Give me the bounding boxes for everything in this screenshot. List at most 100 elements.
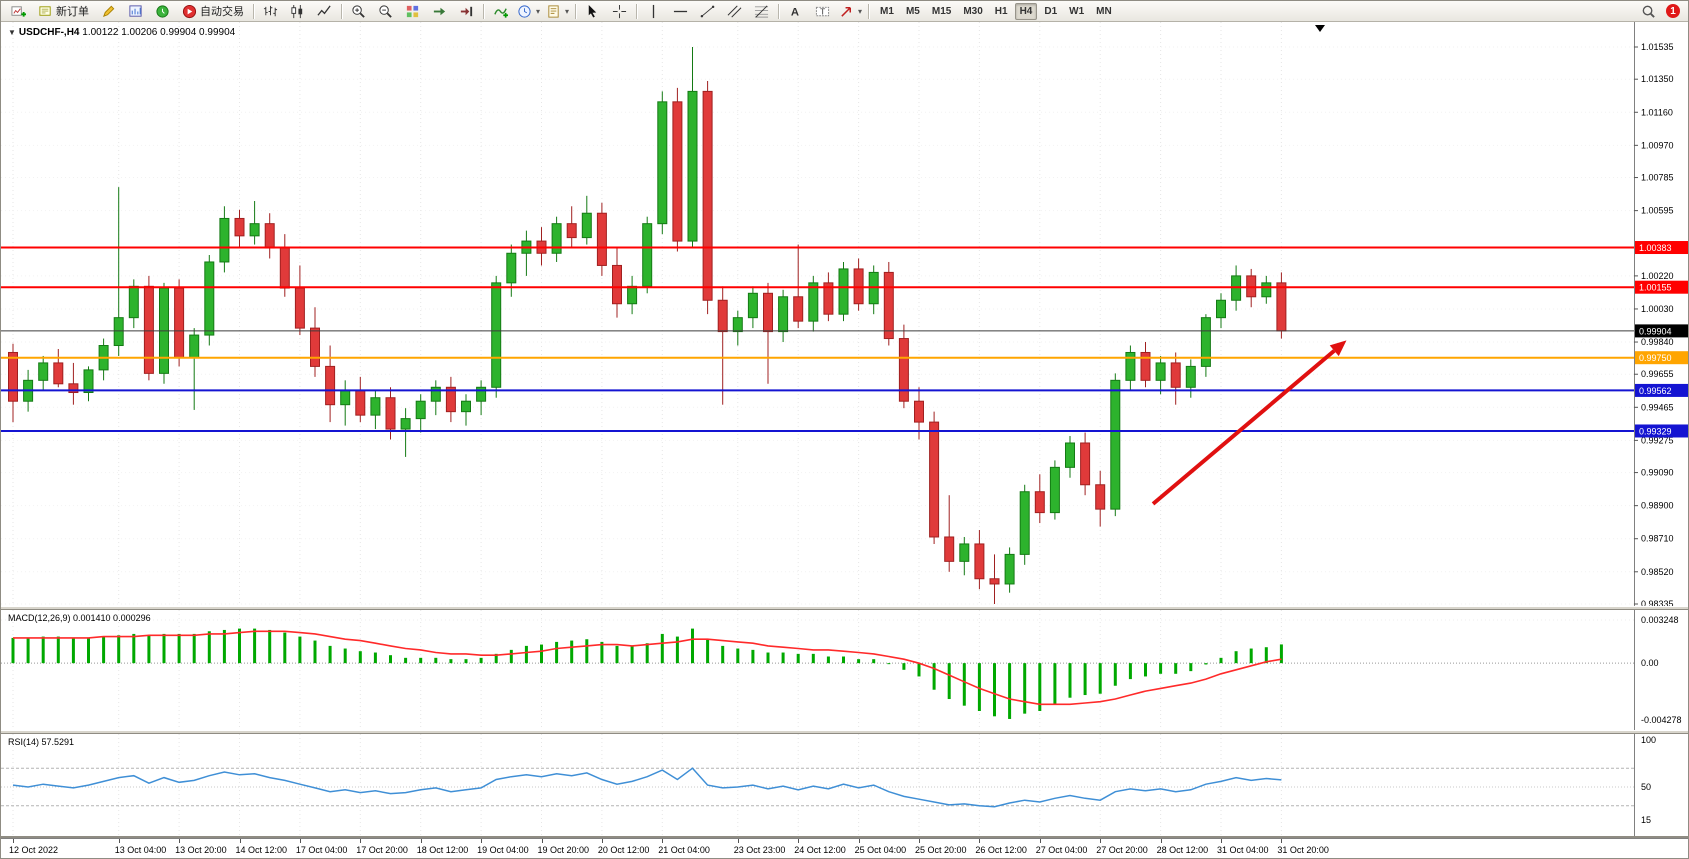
toolbar-separator — [253, 3, 254, 19]
timeframe-m30[interactable]: M30 — [963, 5, 983, 17]
text-label-icon: T — [815, 4, 830, 19]
time-axis-label: 13 Oct 04:00 — [114, 845, 167, 855]
autotrading-button[interactable]: 自动交易 — [176, 1, 250, 21]
macd-histogram-bar — [857, 659, 861, 664]
zoom-in-button[interactable] — [345, 1, 372, 21]
candle-body — [461, 400, 471, 413]
macd-histogram-bar — [222, 629, 226, 664]
periods-button[interactable]: ▾ — [514, 1, 543, 21]
market-watch-button[interactable] — [149, 1, 176, 21]
macd-pane[interactable]: 0.003248 0.00 -0.004278 — [1, 610, 1689, 730]
horizontal-level-line[interactable]: 1.00155 — [1, 280, 1689, 294]
vertical-line-button[interactable] — [640, 1, 667, 21]
timeframe-m15[interactable]: M15 — [931, 5, 952, 17]
horizontal-line-button[interactable] — [667, 1, 694, 21]
equidistant-channel-button[interactable] — [721, 1, 748, 21]
price-axis-label: 0.99655 — [1641, 369, 1674, 379]
timeframe-h4[interactable]: H4 — [1014, 2, 1038, 20]
macd-histogram-bar — [826, 656, 830, 664]
macd-histogram-bar — [434, 657, 438, 664]
time-axis-tick — [1160, 839, 1162, 843]
notification-badge[interactable]: 1 — [1666, 4, 1680, 18]
chart-profile-button[interactable] — [122, 1, 149, 21]
price-axis-label: 1.01350 — [1641, 74, 1674, 84]
horizontal-level-line[interactable]: 1.00383 — [1, 241, 1689, 255]
candlestick-chart-button[interactable] — [284, 1, 311, 21]
macd-histogram-bar — [1279, 644, 1283, 664]
candle — [415, 394, 426, 433]
timeframe-d1[interactable]: D1 — [1044, 5, 1058, 17]
metaeditor-button[interactable] — [95, 1, 122, 21]
candle — [1049, 460, 1060, 520]
crosshair-button[interactable] — [606, 1, 633, 21]
timeframe-h1[interactable]: H1 — [994, 5, 1008, 17]
candle-body — [1125, 351, 1136, 381]
arrows-button[interactable]: ▾ — [836, 1, 865, 21]
candle — [672, 87, 683, 252]
timeframe-m1[interactable]: M1 — [880, 5, 894, 17]
bar-chart-button[interactable] — [257, 1, 284, 21]
time-axis-label: 21 Oct 04:00 — [658, 845, 710, 855]
vertical-line-icon — [646, 4, 661, 19]
trendline-icon — [700, 4, 715, 19]
candle-body — [974, 543, 985, 580]
trend-arrow[interactable] — [1151, 335, 1351, 506]
horizontal-level-line[interactable]: 0.99329 — [1, 424, 1689, 438]
time-axis-tick — [13, 839, 14, 843]
auto-scroll-button[interactable] — [426, 1, 453, 21]
chart-shift-marker-icon — [1315, 25, 1325, 32]
candle-body — [355, 390, 366, 416]
chart-shift-button[interactable] — [453, 1, 480, 21]
macd-histogram-bar — [645, 643, 649, 664]
macd-histogram-bar — [1219, 657, 1223, 664]
candle — [1110, 373, 1121, 517]
templates-button[interactable]: ▾ — [543, 1, 572, 21]
indicators-button[interactable] — [487, 1, 514, 21]
candle — [8, 343, 18, 423]
time-axis-label: 31 Oct 04:00 — [1217, 845, 1269, 855]
search-button[interactable] — [1635, 1, 1662, 21]
price-marker-label: 0.99904 — [1639, 326, 1672, 336]
time-axis-label: 23 Oct 23:00 — [733, 845, 786, 855]
timeframe-w1[interactable]: W1 — [1069, 5, 1085, 17]
time-axis-tick — [601, 839, 603, 843]
horizontal-level-line[interactable]: 0.99562 — [1, 383, 1689, 397]
text-button[interactable]: A — [782, 1, 809, 21]
candle — [521, 230, 532, 276]
pane-splitter[interactable] — [1, 730, 1688, 734]
pane-splitter[interactable] — [1, 606, 1688, 610]
candle — [38, 355, 49, 391]
svg-text:T: T — [820, 6, 825, 16]
trendline-button[interactable] — [694, 1, 721, 21]
candle-body — [219, 217, 230, 263]
chart-menu-icon[interactable]: ▼ — [8, 28, 16, 37]
price-marker-label: 0.99750 — [1639, 353, 1672, 363]
new-chart-button[interactable] — [5, 1, 32, 21]
zoom-out-button[interactable] — [372, 1, 399, 21]
candle — [1170, 352, 1181, 405]
macd-histogram-bar — [1189, 663, 1193, 672]
candle-body — [68, 383, 79, 394]
candle — [657, 91, 668, 235]
macd-histogram-bar — [570, 640, 574, 664]
text-label-button[interactable]: T — [809, 1, 836, 21]
candle-body — [83, 369, 94, 394]
horizontal-level-line[interactable]: 0.99750 — [1, 351, 1689, 365]
main-chart-pane[interactable]: 1.01535 1.01350 1.01160 1.00970 1.00785 1.005… — [1, 22, 1689, 606]
timeframe-mn[interactable]: MN — [1096, 5, 1112, 17]
zoom-out-icon — [378, 4, 393, 19]
macd-histogram-bar — [343, 648, 347, 664]
trend-arrow-line[interactable] — [1151, 349, 1336, 506]
tile-windows-button[interactable] — [399, 1, 426, 21]
timeframe-m5[interactable]: M5 — [905, 5, 920, 17]
candle-body — [581, 212, 592, 239]
candle — [400, 408, 411, 457]
cursor-button[interactable] — [579, 1, 606, 21]
toolbar-separator — [778, 3, 780, 19]
price-axis-label: 0.99465 — [1641, 402, 1674, 412]
fibonacci-button[interactable] — [748, 1, 775, 21]
new-order-button[interactable]: 新订单 — [32, 1, 95, 21]
rsi-pane[interactable]: 100 50 15 — [1, 734, 1689, 836]
line-chart-button[interactable] — [311, 1, 338, 21]
current-price-line[interactable]: 0.99904 — [1, 324, 1689, 338]
